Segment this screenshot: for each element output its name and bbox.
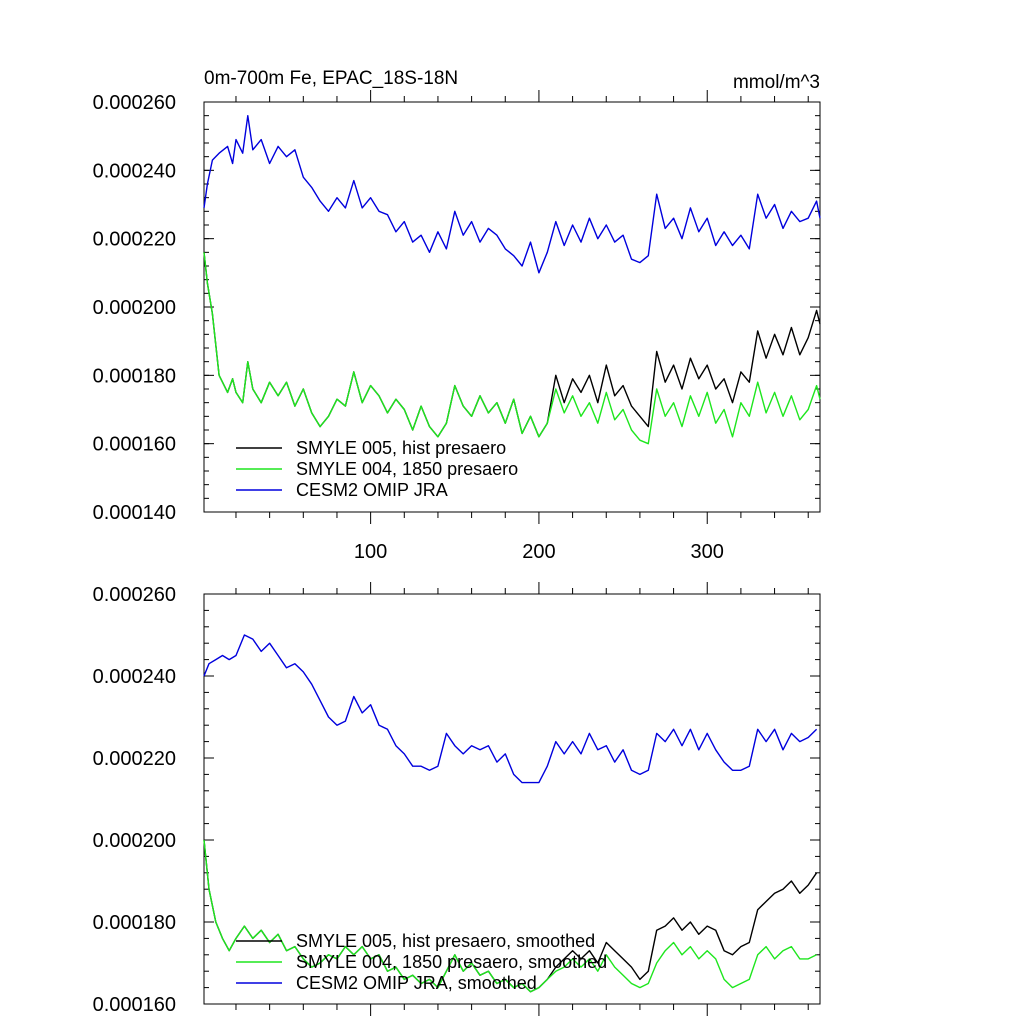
top-legend-label-3: CESM2 OMIP JRA: [296, 480, 448, 500]
bottom-ytick-label: 0.000160: [93, 994, 176, 1016]
top-ytick-label: 0.000260: [93, 92, 176, 114]
top-legend-label-2: SMYLE 004, 1850 presaero: [296, 459, 518, 479]
top-ytick-label: 0.000240: [93, 160, 176, 182]
top-panel-title: 0m-700m Fe, EPAC_18S-18N: [204, 68, 458, 89]
top-ytick-label: 0.000200: [93, 297, 176, 319]
top-panel-units: mmol/m^3: [733, 72, 820, 93]
top-xtick-label: 100: [354, 541, 387, 563]
bottom-ytick-label: 0.000260: [93, 584, 176, 606]
top-ytick-label: 0.000160: [93, 434, 176, 456]
bottom-panel-series: [203, 634, 818, 993]
bottom-plot-frame: [203, 593, 821, 1005]
top-panel: 0m-700m Fe, EPAC_18S-18N mmol/m^3 0.0001…: [93, 68, 821, 563]
bottom-legend-label-1: SMYLE 005, hist presaero, smoothed: [296, 931, 595, 951]
top-xtick-label: 200: [522, 541, 555, 563]
bottom-legend-label-2: SMYLE 004, 1850 presaero, smoothed: [296, 952, 607, 972]
top-ytick-label: 0.000180: [93, 365, 176, 387]
top-xtick-label: 300: [691, 541, 724, 563]
bottom-panel: 0.000160 0.000180 0.000200 0.000220 0.000240…: [93, 582, 821, 1016]
top-ytick-label: 0.000140: [93, 502, 176, 524]
top-panel-series: [203, 114, 821, 445]
bottom-ytick-label: 0.000220: [93, 748, 176, 770]
top-series-2-line: [203, 252, 821, 445]
top-legend-label-1: SMYLE 005, hist presaero: [296, 438, 506, 458]
top-ytick-label: 0.000220: [93, 229, 176, 251]
bottom-series-3-line: [203, 634, 818, 784]
top-series-3-line: [203, 114, 821, 274]
bottom-ytick-label: 0.000180: [93, 912, 176, 934]
bottom-legend-label-3: CESM2 OMIP JRA, smoothed: [296, 973, 537, 993]
top-series-1-line: [203, 252, 821, 438]
bottom-series-2-line: [203, 839, 817, 993]
bottom-panel-ticks: 0.000160 0.000180 0.000200 0.000220 0.000240…: [93, 582, 820, 1016]
bottom-panel-legend: SMYLE 005, hist presaero, smoothedSMYLE …: [236, 931, 607, 993]
top-panel-ticks: 0.000140 0.000160 0.000180 0.000200 0.000220…: [93, 90, 820, 563]
bottom-ytick-label: 0.000240: [93, 666, 176, 688]
bottom-ytick-label: 0.000200: [93, 830, 176, 852]
